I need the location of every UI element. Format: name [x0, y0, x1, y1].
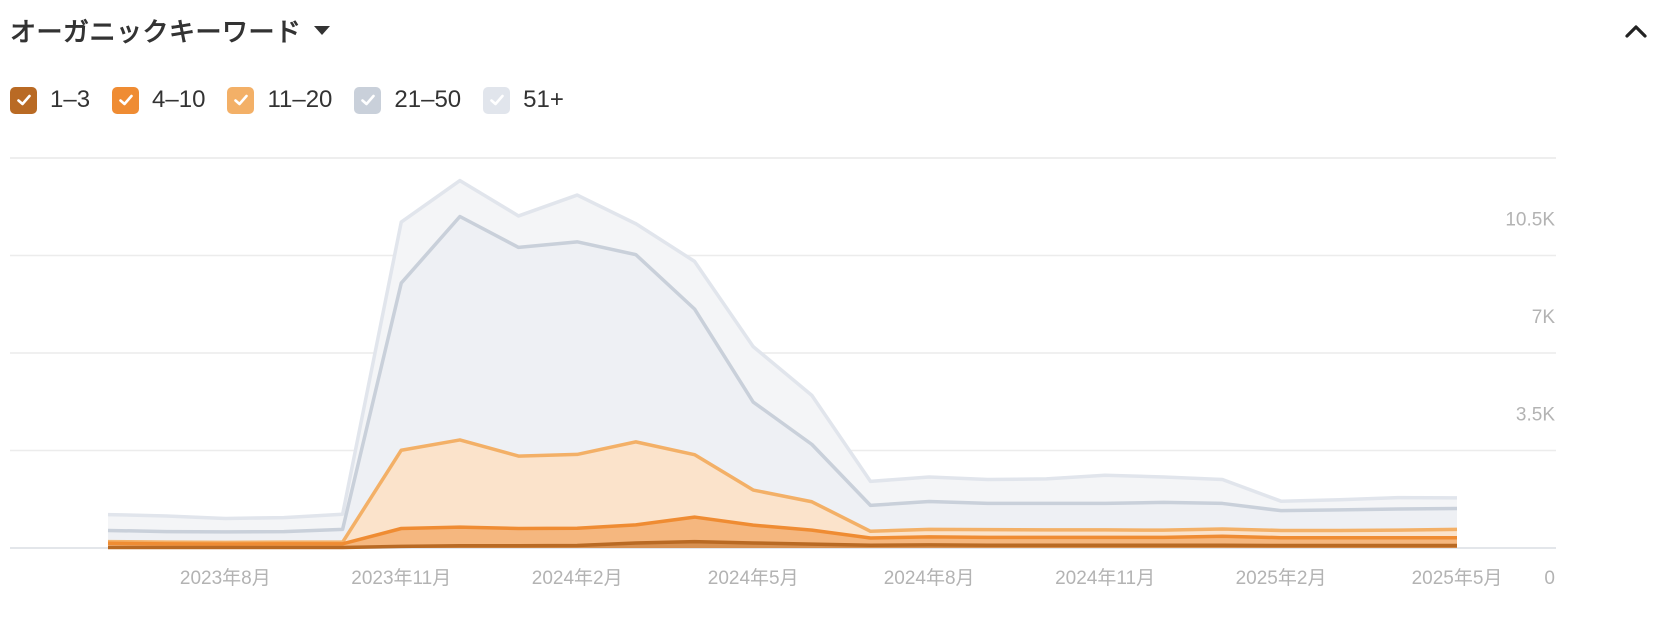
dropdown-caret-icon	[313, 26, 330, 35]
series-area-1	[108, 517, 1457, 548]
x-tick-label: 2024年8月	[884, 567, 975, 589]
checkbox-icon[interactable]	[483, 86, 511, 114]
legend-item-21-50[interactable]: 21–50	[354, 86, 461, 114]
chart-area: 3.5K7K10.5K14K02023年8月2023年11月2024年2月202…	[10, 157, 1556, 590]
legend-item-4-10[interactable]: 4–10	[112, 86, 205, 114]
series-area-2	[108, 439, 1457, 548]
series-line-3	[107, 214, 1458, 534]
series-line-0	[108, 539, 1457, 550]
x-tick-label: 2023年11月	[351, 567, 451, 589]
collapse-button[interactable]	[1622, 18, 1650, 46]
series-line-4	[107, 178, 1458, 521]
x-tick-label: 2023年8月	[180, 567, 271, 589]
y-tick-label: 7K	[1532, 307, 1556, 328]
axis-ticks: 3.5K7K10.5K14K02023年8月2023年11月2024年2月202…	[180, 210, 1556, 590]
panel-title: オーガニックキーワード	[10, 18, 302, 48]
x-tick-label: 2025年2月	[1236, 567, 1327, 589]
series-line-1	[107, 515, 1457, 546]
chart-legend: 1–3 4–10 11–20 21–50 51+	[10, 86, 586, 114]
legend-label: 1–3	[50, 86, 91, 113]
x-tick-label: 2025年5月	[1412, 567, 1503, 589]
legend-label: 11–20	[267, 86, 333, 113]
x-tick-label: 2024年2月	[532, 567, 623, 589]
checkbox-icon[interactable]	[10, 86, 37, 114]
legend-label: 4–10	[152, 86, 206, 113]
legend-item-51-plus[interactable]: 51+	[483, 86, 564, 114]
y-tick-label: 10.5K	[1505, 210, 1555, 231]
x-tick-label: 2024年11月	[1055, 567, 1155, 589]
series-lines	[107, 178, 1458, 550]
checkbox-icon[interactable]	[354, 86, 382, 114]
legend-item-11-20[interactable]: 11–20	[227, 86, 332, 114]
panel-header: オーガニックキーワード	[0, 0, 1666, 64]
y-tick-label: 3.5K	[1516, 405, 1555, 426]
legend-item-1-3[interactable]: 1–3	[10, 86, 90, 114]
chevron-up-icon	[1625, 25, 1647, 38]
legend-label: 51+	[523, 86, 564, 113]
title-dropdown[interactable]: オーガニックキーワード	[10, 12, 330, 49]
legend-label: 21–50	[394, 86, 462, 113]
checkbox-icon[interactable]	[112, 86, 140, 114]
checkbox-icon[interactable]	[227, 86, 255, 114]
y-tick-label: 0	[1544, 568, 1555, 589]
x-tick-label: 2024年5月	[708, 567, 799, 589]
